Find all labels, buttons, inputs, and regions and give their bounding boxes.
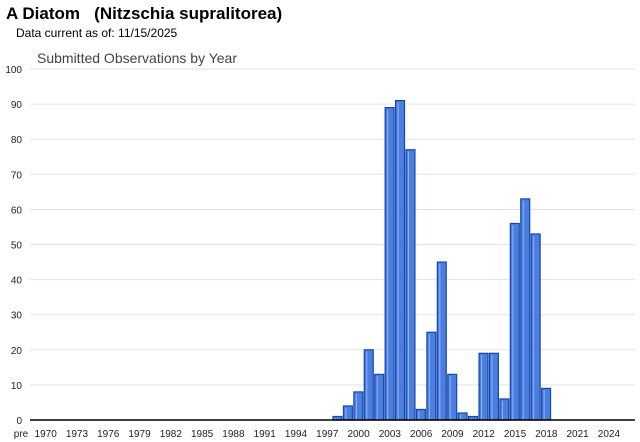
bar-2012	[478, 352, 489, 421]
bar-2005	[405, 149, 416, 421]
x-tick-label: 2006	[410, 429, 433, 440]
x-tick-label: 2009	[441, 429, 464, 440]
bar-2008	[436, 261, 447, 421]
x-tick-label: 2000	[347, 429, 370, 440]
x-tick-label: 1997	[316, 429, 339, 440]
bar-2002	[374, 373, 385, 421]
data-current-date: Data current as of: 11/15/2025	[16, 26, 178, 40]
bar-2007	[426, 331, 437, 421]
bar-2017	[530, 233, 541, 421]
y-tick-label: 40	[11, 276, 23, 287]
x-tick-label: 1973	[66, 429, 89, 440]
bar-2010	[457, 412, 468, 421]
bar-2016	[520, 198, 531, 421]
bar-2013	[488, 352, 499, 421]
bar-2015	[509, 222, 520, 421]
y-tick-label: 80	[11, 135, 23, 146]
x-tick-label: 2012	[473, 429, 496, 440]
bar-1999	[342, 405, 353, 421]
page-title: A Diatom (Nitzschia supralitorea)	[6, 4, 283, 23]
bar-2004	[394, 99, 406, 421]
bar-2018	[541, 387, 552, 421]
x-tick-label: 2003	[379, 429, 402, 440]
x-tick-label: 2018	[535, 429, 558, 440]
y-tick-label: 10	[11, 381, 23, 392]
bar-2000	[353, 391, 364, 421]
x-tick-label: 1982	[160, 429, 183, 440]
x-tick-label: 1988	[222, 429, 245, 440]
bar-2001	[363, 349, 374, 421]
x-tick-label: 1991	[254, 429, 277, 440]
y-tick-label: 90	[11, 100, 23, 111]
y-tick-label: 20	[11, 346, 23, 357]
y-tick-label: 100	[5, 65, 22, 76]
y-tick-label: 70	[11, 170, 23, 181]
x-tick-label: 1985	[191, 429, 214, 440]
bar-2003	[384, 107, 395, 421]
bar-2006	[415, 408, 426, 421]
bar-2009	[447, 373, 458, 421]
y-tick-label: 0	[16, 416, 22, 427]
x-tick-label: 2024	[598, 429, 621, 440]
x-tick-label: pre	[14, 429, 29, 440]
x-tick-label: 1976	[97, 429, 120, 440]
y-tick-label: 50	[11, 241, 23, 252]
y-tick-label: 30	[11, 311, 23, 322]
bar-2014	[499, 398, 510, 421]
x-tick-label: 1979	[128, 429, 151, 440]
x-tick-label: 1994	[285, 429, 308, 440]
y-tick-label: 60	[11, 205, 23, 216]
x-tick-label: 2021	[567, 429, 590, 440]
chart-title: Submitted Observations by Year	[37, 50, 237, 66]
x-tick-label: 2015	[504, 429, 527, 440]
x-tick-label: 1970	[35, 429, 58, 440]
